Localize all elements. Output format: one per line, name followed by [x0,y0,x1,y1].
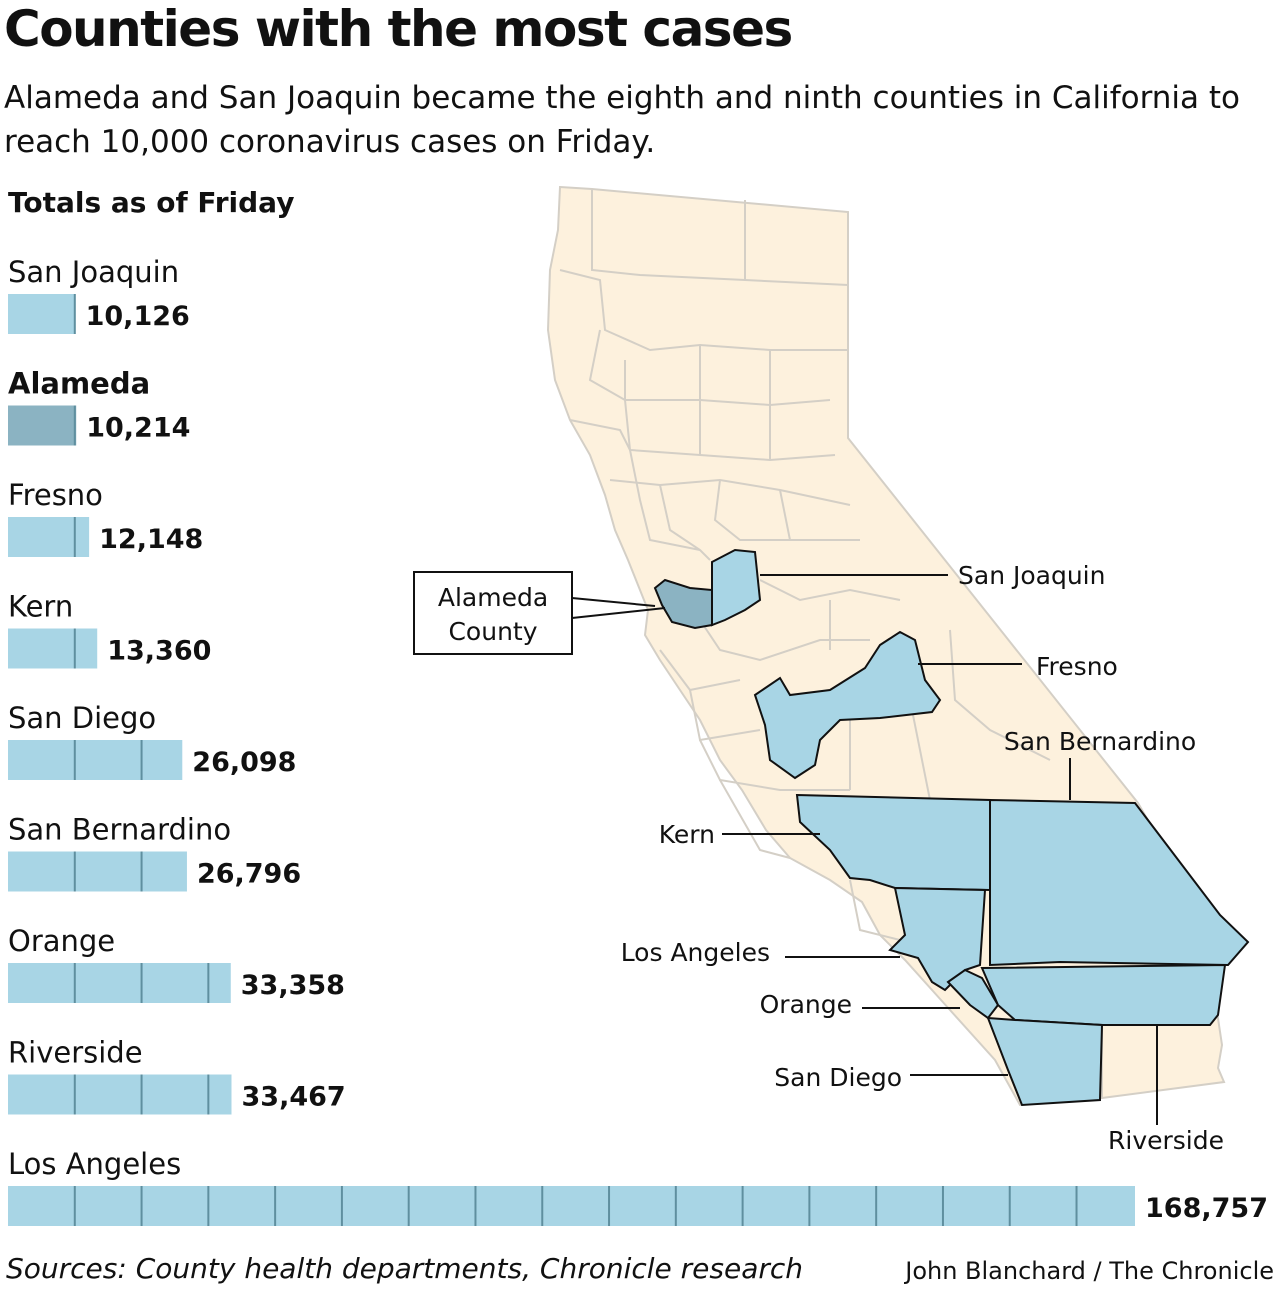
map-label-los-angeles: Los Angeles [621,938,770,967]
county-san-joaquin[interactable] [711,548,762,627]
value-label-san-joaquin: 10,126 [86,301,190,332]
category-label-san-joaquin: San Joaquin [8,255,179,289]
map-label-orange: Orange [760,990,852,1019]
county-los-angeles[interactable] [888,886,987,992]
category-label-alameda: Alameda [8,367,150,401]
bar-chart: San Joaquin 10,126 Alameda 10,214 Fresno 12,1… [8,255,1268,1226]
category-label-fresno: Fresno [8,478,103,512]
county-fresno[interactable] [753,630,942,780]
alameda-callout-box [413,571,573,655]
county-riverside[interactable] [980,963,1227,1026]
map-label-fresno: Fresno [1036,652,1118,681]
value-label-alameda: 10,214 [86,413,190,444]
bar-alameda[interactable] [8,405,77,446]
value-label-riverside: 33,467 [242,1082,346,1113]
bar-fresno[interactable] [8,517,90,557]
county-san-bernardino[interactable] [989,798,1250,967]
value-label-san-bernardino: 26,796 [197,859,301,890]
value-label-san-diego: 26,098 [192,747,296,778]
chart-title: Counties with the most cases [4,0,793,58]
category-label-kern: Kern [8,590,73,624]
byline-credit: John Blanchard / The Chronicle [905,1257,1274,1285]
value-label-los-angeles: 168,757 [1145,1193,1268,1224]
bar-orange[interactable] [8,963,231,1003]
bar-riverside[interactable] [8,1074,232,1115]
map-label-kern: Kern [659,820,715,849]
bar-los-angeles[interactable] [8,1186,1135,1226]
map-label-san-joaquin: San Joaquin [958,561,1105,590]
category-label-orange: Orange [8,924,115,958]
county-san-diego[interactable] [986,1016,1104,1107]
chart-subtitle: Alameda and San Joaquin became the eight… [4,80,1241,160]
bar-san-diego[interactable] [8,740,183,780]
alameda-callout-line-1: Alameda [438,583,548,612]
map-label-san-diego: San Diego [774,1063,902,1092]
value-label-fresno: 12,148 [99,524,203,555]
category-label-san-bernardino: San Bernardino [8,813,231,847]
california-map: Alameda County San Joaquin Fresno San Be… [413,185,1250,1155]
category-label-san-diego: San Diego [8,701,156,735]
bar-san-joaquin[interactable] [8,294,76,334]
map-label-riverside: Riverside [1108,1126,1224,1155]
alameda-callout-line-2: County [448,617,537,646]
map-label-san-bernardino: San Bernardino [1004,727,1196,756]
value-label-orange: 33,358 [241,970,345,1001]
bar-san-bernardino[interactable] [8,851,187,892]
value-label-kern: 13,360 [107,636,211,667]
category-label-los-angeles: Los Angeles [8,1147,181,1181]
bar-kern[interactable] [8,628,98,669]
category-label-riverside: Riverside [8,1036,143,1070]
county-lines [559,190,1103,1098]
totals-label: Totals as of Friday [8,186,295,219]
map-leader-lines [571,574,1158,1125]
sources-credit: Sources: County health departments, Chro… [6,1252,804,1285]
